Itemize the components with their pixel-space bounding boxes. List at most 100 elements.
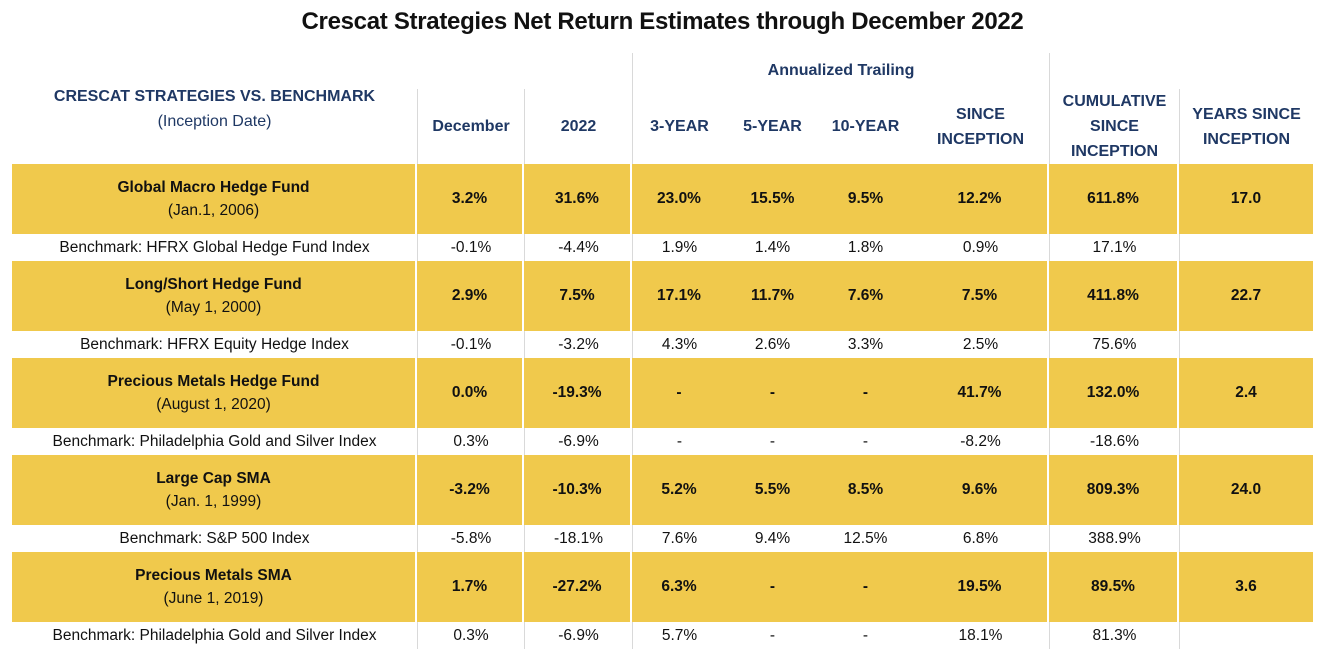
fund-name: Precious Metals SMA: [135, 567, 292, 584]
column-header-3-year: 3-YEAR: [632, 89, 726, 164]
value-cell: 8.5%: [819, 455, 912, 525]
value-cell: -19.3%: [524, 358, 632, 428]
label-column-subtitle: (Inception Date): [157, 112, 272, 130]
fund-name: Long/Short Hedge Fund: [125, 276, 302, 293]
value-cell: 75.6%: [1049, 331, 1179, 358]
fund-row: Long/Short Hedge Fund (May 1, 2000) 2.9%…: [12, 261, 1313, 331]
fund-label: Precious Metals SMA (June 1, 2019): [12, 552, 417, 622]
value-cell: [1179, 234, 1313, 261]
fund-name: Global Macro Hedge Fund: [117, 179, 310, 196]
value-cell: 5.5%: [726, 455, 819, 525]
value-cell: -: [819, 622, 912, 649]
benchmark-name: Benchmark: Philadelphia Gold and Silver …: [12, 622, 417, 649]
value-cell: 0.9%: [912, 234, 1049, 261]
fund-row: Global Macro Hedge Fund (Jan.1, 2006) 3.…: [12, 164, 1313, 234]
column-header-2022: 2022: [524, 89, 632, 164]
value-cell: -6.9%: [524, 428, 632, 455]
value-cell: 411.8%: [1049, 261, 1179, 331]
fund-label: Precious Metals Hedge Fund (August 1, 20…: [12, 358, 417, 428]
fund-row: Precious Metals Hedge Fund (August 1, 20…: [12, 358, 1313, 428]
value-cell: 132.0%: [1049, 358, 1179, 428]
benchmark-name: Benchmark: Philadelphia Gold and Silver …: [12, 428, 417, 455]
value-cell: 1.9%: [632, 234, 726, 261]
value-cell: 611.8%: [1049, 164, 1179, 234]
value-cell: 3.6: [1179, 552, 1313, 622]
value-cell: -18.1%: [524, 525, 632, 552]
value-cell: -0.1%: [417, 331, 524, 358]
value-cell: 7.6%: [632, 525, 726, 552]
value-cell: 6.8%: [912, 525, 1049, 552]
value-cell: 9.4%: [726, 525, 819, 552]
value-cell: 1.4%: [726, 234, 819, 261]
benchmark-row: Benchmark: Philadelphia Gold and Silver …: [12, 622, 1313, 649]
value-cell: 17.1%: [632, 261, 726, 331]
value-cell: -27.2%: [524, 552, 632, 622]
value-cell: 5.2%: [632, 455, 726, 525]
value-cell: [1179, 331, 1313, 358]
value-cell: -: [819, 428, 912, 455]
value-cell: 19.5%: [912, 552, 1049, 622]
value-cell: 0.3%: [417, 622, 524, 649]
value-cell: 12.5%: [819, 525, 912, 552]
value-cell: 23.0%: [632, 164, 726, 234]
value-cell: [1179, 428, 1313, 455]
benchmark-row: Benchmark: Philadelphia Gold and Silver …: [12, 428, 1313, 455]
value-cell: [1179, 525, 1313, 552]
value-cell: -: [726, 428, 819, 455]
fund-inception-date: (May 1, 2000): [165, 299, 262, 316]
fund-row: Precious Metals SMA (June 1, 2019) 1.7% …: [12, 552, 1313, 622]
header-row-top: CRESCAT STRATEGIES VS. BENCHMARK (Incept…: [12, 53, 1313, 130]
value-cell: 12.2%: [912, 164, 1049, 234]
label-column-header: CRESCAT STRATEGIES VS. BENCHMARK (Incept…: [12, 53, 417, 164]
fund-inception-date: (June 1, 2019): [163, 590, 264, 607]
fund-label: Global Macro Hedge Fund (Jan.1, 2006): [12, 164, 417, 234]
value-cell: -18.6%: [1049, 428, 1179, 455]
benchmark-name: Benchmark: HFRX Equity Hedge Index: [12, 331, 417, 358]
column-header-years-since: YEARS SINCE INCEPTION: [1179, 89, 1313, 164]
returns-table: CRESCAT STRATEGIES VS. BENCHMARK (Incept…: [12, 53, 1313, 649]
benchmark-row: Benchmark: S&P 500 Index -5.8% -18.1% 7.…: [12, 525, 1313, 552]
value-cell: -10.3%: [524, 455, 632, 525]
fund-label: Large Cap SMA (Jan. 1, 1999): [12, 455, 417, 525]
value-cell: -: [819, 358, 912, 428]
value-cell: 7.5%: [524, 261, 632, 331]
value-cell: -: [632, 428, 726, 455]
value-cell: -: [726, 552, 819, 622]
benchmark-name: Benchmark: HFRX Global Hedge Fund Index: [12, 234, 417, 261]
value-cell: 3.3%: [819, 331, 912, 358]
value-cell: 89.5%: [1049, 552, 1179, 622]
value-cell: -8.2%: [912, 428, 1049, 455]
value-cell: -0.1%: [417, 234, 524, 261]
column-header-5-year: 5-YEAR: [743, 118, 802, 135]
value-cell: 9.6%: [912, 455, 1049, 525]
header-row-columns: December 2022 3-YEAR 5-YEAR 10-YEAR SINC…: [12, 89, 1313, 164]
value-cell: 1.8%: [819, 234, 912, 261]
value-cell: 17.0: [1179, 164, 1313, 234]
value-cell: 11.7%: [726, 261, 819, 331]
value-cell: 2.6%: [726, 331, 819, 358]
value-cell: 2.5%: [912, 331, 1049, 358]
value-cell: 17.1%: [1049, 234, 1179, 261]
value-cell: -: [726, 622, 819, 649]
value-cell: 1.7%: [417, 552, 524, 622]
column-header-10-year: 10-YEAR: [831, 118, 900, 135]
benchmark-row: Benchmark: HFRX Equity Hedge Index -0.1%…: [12, 331, 1313, 358]
value-cell: 9.5%: [819, 164, 912, 234]
value-cell: -: [632, 358, 726, 428]
value-cell: 0.3%: [417, 428, 524, 455]
value-cell: 2.9%: [417, 261, 524, 331]
column-header-cumulative: CUMULATIVE SINCE INCEPTION: [1049, 89, 1179, 164]
value-cell: -4.4%: [524, 234, 632, 261]
fund-row: Large Cap SMA (Jan. 1, 1999) -3.2% -10.3…: [12, 455, 1313, 525]
label-column-title: CRESCAT STRATEGIES VS. BENCHMARK: [53, 87, 376, 105]
value-cell: 2.4: [1179, 358, 1313, 428]
value-cell: -3.2%: [417, 455, 524, 525]
page-title: Crescat Strategies Net Return Estimates …: [301, 8, 1024, 35]
value-cell: 41.7%: [912, 358, 1049, 428]
value-cell: 5.7%: [632, 622, 726, 649]
value-cell: [1179, 622, 1313, 649]
fund-name: Large Cap SMA: [156, 470, 271, 487]
value-cell: 15.5%: [726, 164, 819, 234]
value-cell: 809.3%: [1049, 455, 1179, 525]
value-cell: 18.1%: [912, 622, 1049, 649]
